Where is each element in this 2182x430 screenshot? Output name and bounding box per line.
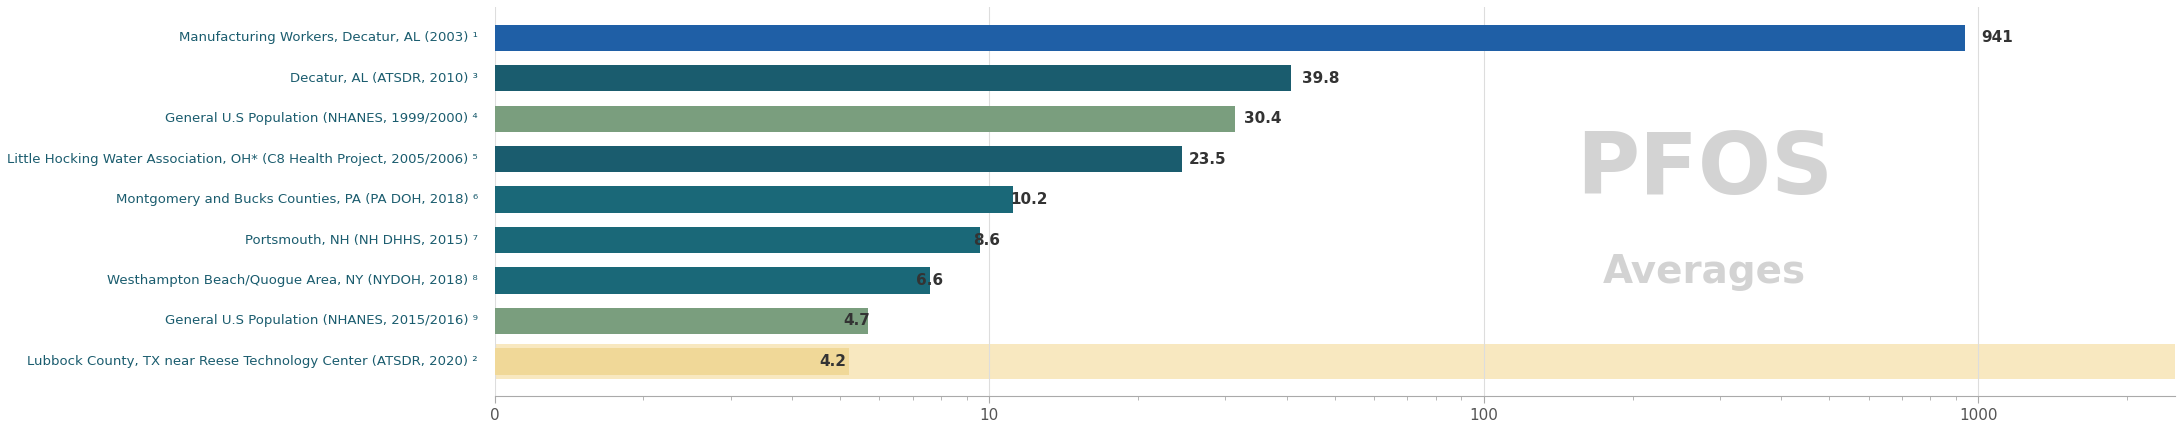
Text: PFOS: PFOS (1575, 129, 1833, 212)
Text: 23.5: 23.5 (1189, 152, 1226, 167)
Bar (495, 348, 849, 375)
Text: 8.6: 8.6 (973, 233, 999, 248)
Text: Decatur, AL (ATSDR, 2010) ³: Decatur, AL (ATSDR, 2010) ³ (290, 72, 478, 85)
Text: 941: 941 (1981, 30, 2014, 45)
Bar (345, 344, 2182, 378)
Bar (495, 25, 1966, 51)
Text: General U.S Population (NHANES, 2015/2016) ⁹: General U.S Population (NHANES, 2015/201… (166, 314, 478, 327)
Text: Montgomery and Bucks Counties, PA (PA DOH, 2018) ⁶: Montgomery and Bucks Counties, PA (PA DO… (116, 193, 478, 206)
Text: 39.8: 39.8 (1303, 71, 1340, 86)
Text: Westhampton Beach/Quogue Area, NY (NYDOH, 2018) ⁸: Westhampton Beach/Quogue Area, NY (NYDOH… (107, 274, 478, 287)
Bar (495, 227, 980, 253)
Text: 4.7: 4.7 (844, 313, 871, 329)
Text: 6.6: 6.6 (916, 273, 943, 288)
Text: 4.2: 4.2 (820, 354, 847, 369)
Text: 10.2: 10.2 (1010, 192, 1047, 207)
Text: Lubbock County, TX near Reese Technology Center (ATSDR, 2020) ²: Lubbock County, TX near Reese Technology… (26, 355, 478, 368)
Bar (495, 65, 1292, 92)
Bar (495, 187, 1012, 213)
Text: Averages: Averages (1604, 253, 1807, 291)
Text: 30.4: 30.4 (1244, 111, 1283, 126)
Text: General U.S Population (NHANES, 1999/2000) ⁴: General U.S Population (NHANES, 1999/200… (166, 112, 478, 125)
Bar (495, 105, 1235, 132)
Bar (495, 308, 868, 334)
Text: Manufacturing Workers, Decatur, AL (2003) ¹: Manufacturing Workers, Decatur, AL (2003… (179, 31, 478, 44)
Bar (495, 146, 1183, 172)
Text: Little Hocking Water Association, OH* (C8 Health Project, 2005/2006) ⁵: Little Hocking Water Association, OH* (C… (7, 153, 478, 166)
Text: Portsmouth, NH (NH DHHS, 2015) ⁷: Portsmouth, NH (NH DHHS, 2015) ⁷ (244, 233, 478, 246)
Bar (495, 267, 930, 294)
